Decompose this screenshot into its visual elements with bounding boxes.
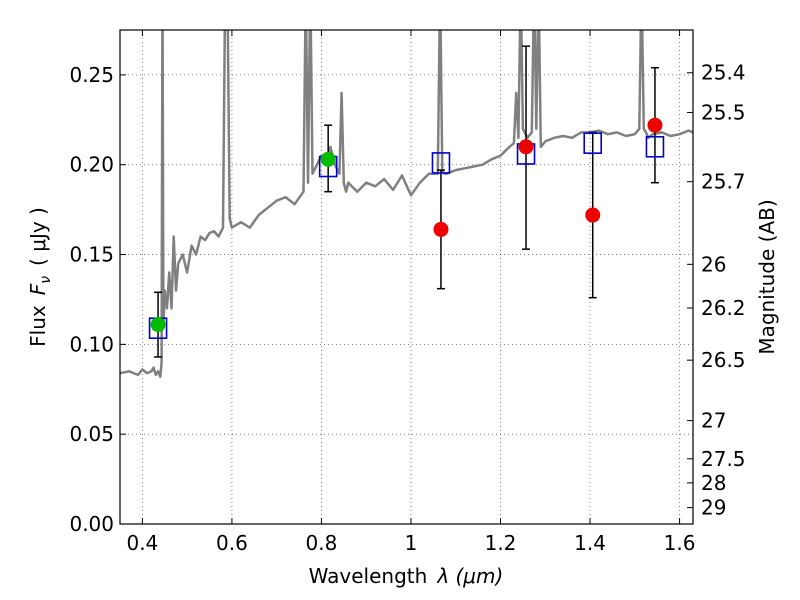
y2-tick-label: 25.5 <box>701 100 746 124</box>
y-axis-label-math: F <box>26 283 50 295</box>
y2-tick-label: 26 <box>701 252 726 276</box>
y-axis-label-sub: ν <box>38 276 54 284</box>
plot-frame <box>119 29 694 525</box>
y-tick-label: 0.15 <box>69 243 114 267</box>
x-axis-label-math: λ (μm) <box>436 564 503 588</box>
model-box <box>645 135 665 158</box>
y2-axis-label: Magnitude (AB) <box>755 199 779 354</box>
green-point <box>150 317 166 333</box>
y-axis-label: Flux Fν ( μJy ) <box>26 207 54 347</box>
y2-tick-label: 25.4 <box>701 61 746 85</box>
template-layer <box>120 30 693 378</box>
template-spectrum-line <box>120 30 693 378</box>
red-point <box>647 117 663 133</box>
model-box <box>583 132 603 154</box>
x-tick-label: 0.6 <box>216 531 248 555</box>
y-tick-label: 0.20 <box>69 153 114 177</box>
x-axis-label: Wavelength λ (μm) <box>309 564 504 588</box>
tick-layer: 0.4 0.6 0.8 1 1.2 1.4 1.6 0.00 0.05 0.10 0.15 0.20 0… <box>69 30 746 555</box>
y2-tick-label: 27 <box>701 409 726 433</box>
plot-background <box>120 30 693 524</box>
red-point <box>518 139 534 155</box>
label-layer: Wavelength λ (μm) Flux Fν ( μJy ) Magnitude… <box>26 199 779 588</box>
y-tick-label: 0.05 <box>69 422 114 446</box>
model-box <box>431 152 451 174</box>
green-point <box>320 151 336 167</box>
y2-tick-label: 29 <box>701 496 726 520</box>
x-tick-label: 1.2 <box>485 531 517 555</box>
y-tick-label: 0.10 <box>69 332 114 356</box>
y2-tick-label: 27.5 <box>701 447 746 471</box>
red-point <box>585 207 601 223</box>
y2-tick-label: 26.5 <box>701 348 746 372</box>
y2-tick-label: 25.7 <box>701 170 746 194</box>
y-tick-label: 0.00 <box>69 512 114 536</box>
x-tick-label: 1 <box>405 531 418 555</box>
x-tick-label: 1.4 <box>574 531 606 555</box>
red-point <box>433 221 449 237</box>
y2-tick-label: 26.2 <box>701 296 746 320</box>
x-axis-label-text: Wavelength <box>309 564 428 588</box>
y-axis-label-unit: ( μJy ) <box>26 207 50 266</box>
x-tick-label: 0.8 <box>306 531 338 555</box>
x-tick-label: 1.6 <box>664 531 696 555</box>
y-axis-label-text: Flux <box>26 305 50 347</box>
x-tick-label: 0.4 <box>126 531 158 555</box>
y-tick-label: 0.25 <box>69 63 114 87</box>
marker-layer <box>148 45 665 358</box>
y2-tick-label: 28 <box>701 471 726 495</box>
